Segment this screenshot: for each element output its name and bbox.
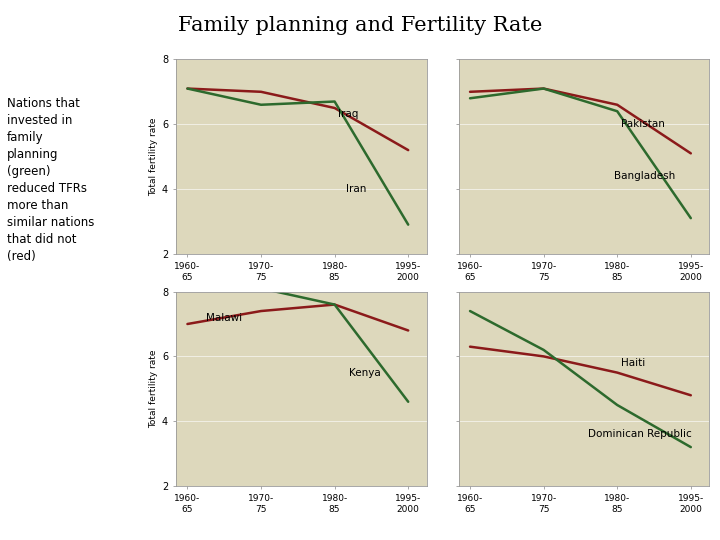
- Text: Kenya: Kenya: [349, 368, 381, 377]
- Y-axis label: Total fertility rate: Total fertility rate: [148, 117, 158, 196]
- Text: Nations that
invested in
family
planning
(green)
reduced TFRs
more than
similar : Nations that invested in family planning…: [7, 97, 94, 263]
- Text: Haiti: Haiti: [621, 358, 645, 368]
- Text: Dominican Republic: Dominican Republic: [588, 429, 691, 439]
- Text: Iraq: Iraq: [338, 110, 359, 119]
- Y-axis label: Total fertility rate: Total fertility rate: [148, 349, 158, 428]
- Text: Pakistan: Pakistan: [621, 119, 665, 129]
- Text: Bangladesh: Bangladesh: [613, 171, 675, 181]
- Text: Malawi: Malawi: [206, 313, 242, 322]
- Text: Family planning and Fertility Rate: Family planning and Fertility Rate: [178, 16, 542, 35]
- Text: Iran: Iran: [346, 184, 366, 194]
